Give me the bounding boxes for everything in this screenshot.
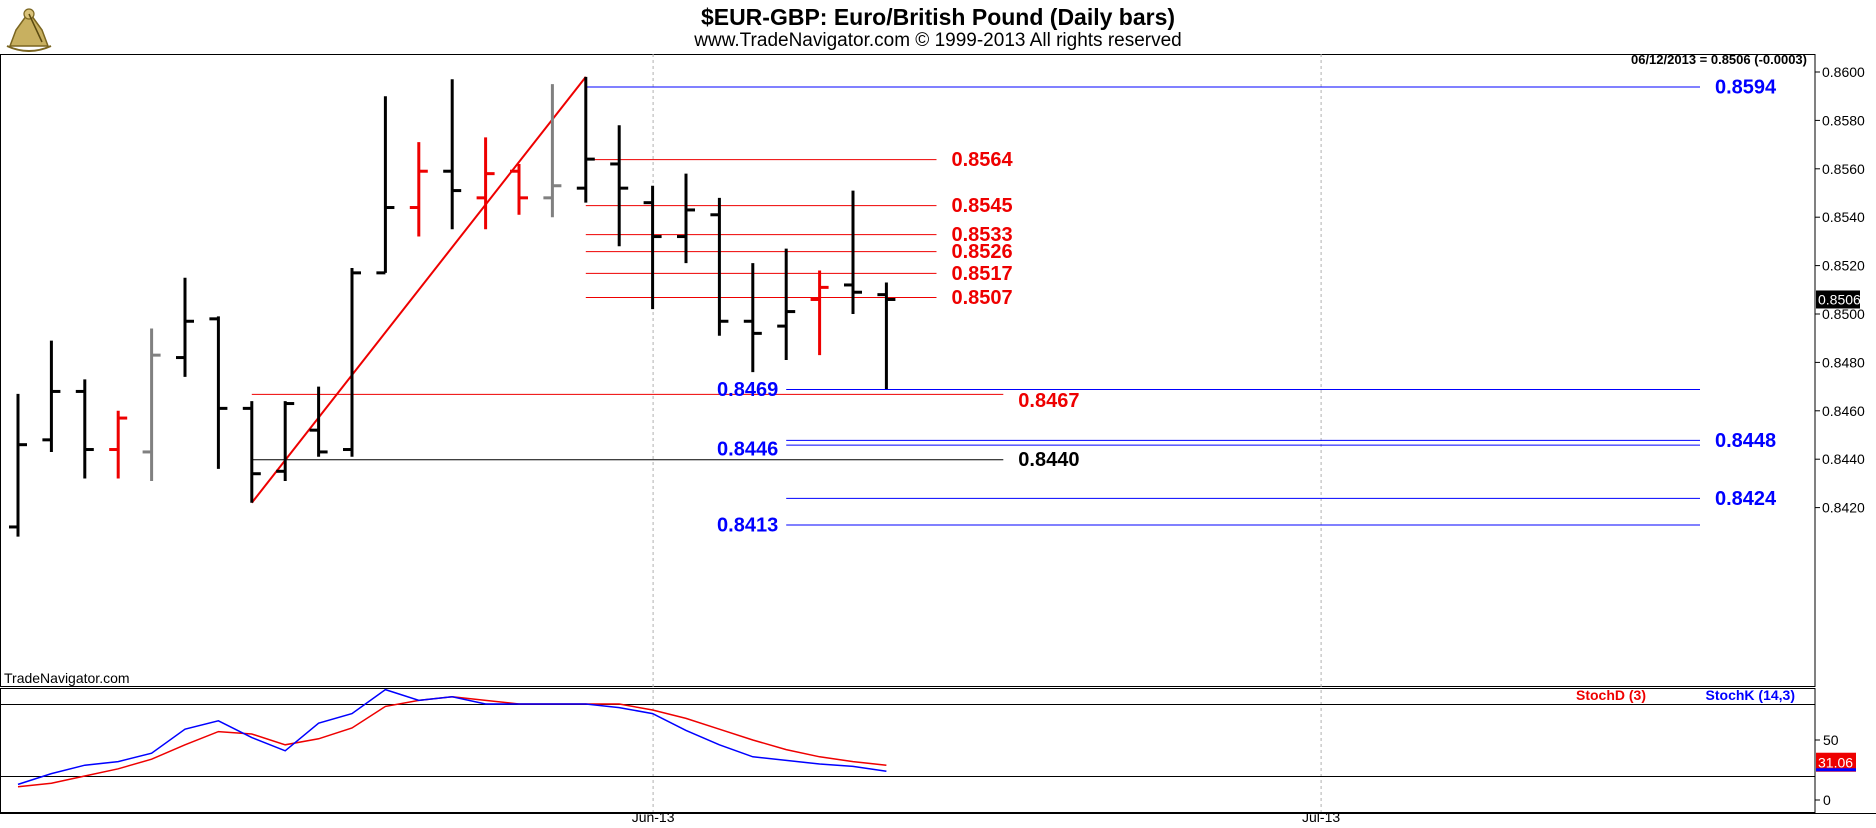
ohlc-bar [476,137,495,230]
ohlc-bar [9,393,27,537]
ohlc-bar [109,410,128,479]
x-tick-label: Jun-13 [632,809,675,825]
last-price-label: 0.8506 [1818,291,1861,307]
ohlc-bar [677,173,695,264]
y-tick-label: 0.8500 [1822,306,1865,322]
chart-subtitle: www.TradeNavigator.com © 1999-2013 All r… [694,30,1182,51]
stochastic-value-box [1816,752,1856,772]
stochastic-legend-k: StochK (14,3) [1706,687,1795,703]
level-label: 0.8545 [952,195,1013,217]
ohlc-bar [376,96,395,275]
ohlc-bar [877,282,896,390]
y-tick-label: 0.8420 [1822,500,1865,516]
level-label: 0.8469 [717,379,778,401]
ohlc-bar [610,125,629,247]
stochastic-series-line [17,696,887,788]
ohlc-bar [409,142,428,237]
ohlc-bar [343,268,361,457]
y-tick-label: 0.8600 [1822,64,1865,80]
ohlc-bar [42,340,61,452]
trend-line [251,76,587,504]
level-label: 0.8564 [952,149,1014,171]
level-label: 0.8507 [952,287,1013,309]
main-panel-frame [0,54,1816,687]
x-tick-label: Jul-13 [1302,809,1340,825]
trade-navigator-sextant-logo-icon [6,8,52,52]
ohlc-bar [176,277,194,377]
ohlc-bar [142,328,161,481]
last-price-info: 06/12/2013 = 0.8506 (-0.0003) [1631,52,1807,67]
y-tick-label: 0.8440 [1822,451,1865,467]
ohlc-bar [844,190,862,314]
level-label: 0.8448 [1715,430,1776,452]
ohlc-bar [743,263,762,373]
y-tick-label: 0.8460 [1822,403,1865,419]
ohlc-bar [643,185,662,310]
level-label: 0.8440 [1018,449,1079,471]
y-tick-label: 0.8580 [1822,112,1865,128]
level-label: 0.8526 [952,241,1013,263]
ohlc-bar [510,163,528,215]
ohlc-bar [543,84,562,218]
stochastic-series-line [17,688,887,786]
ohlc-bar [309,386,328,457]
stochastic-tick-label: 50 [1823,732,1839,748]
level-label: 0.8446 [717,439,778,461]
ohlc-bar [710,197,729,336]
chart-title: $EUR-GBP: Euro/British Pound (Daily bars… [700,4,1176,30]
stochastic-value-label: 31.06 [1818,755,1853,771]
y-tick-label: 0.8560 [1822,161,1865,177]
ohlc-bar [810,270,829,356]
chart-header: $EUR-GBP: Euro/British Pound (Daily bars… [0,0,1876,54]
y-tick-label: 0.8480 [1822,354,1865,370]
last-price-box [1816,290,1860,309]
ohlc-bar [75,379,94,479]
stochastic-legend-d: StochD (3) [1576,687,1646,703]
level-label: 0.8424 [1715,488,1777,510]
ohlc-bar [209,316,228,469]
ohlc-bar [276,401,295,481]
stochastic-panel-frame [0,688,1816,813]
y-tick-label: 0.8540 [1822,209,1865,225]
level-label: 0.8467 [1018,390,1079,412]
level-label: 0.8517 [952,263,1013,285]
stochastic-tick-label: 0 [1823,792,1831,808]
level-label: 0.8533 [952,224,1013,246]
y-tick-label: 0.8520 [1822,258,1865,274]
level-label: 0.8594 [1715,77,1777,99]
ohlc-bar [777,248,796,360]
level-label: 0.8413 [717,515,778,537]
ohlc-bar [443,79,462,230]
ohlc-bar [576,76,595,203]
ohlc-bar [242,401,261,503]
watermark-text: TradeNavigator.com [4,670,130,686]
